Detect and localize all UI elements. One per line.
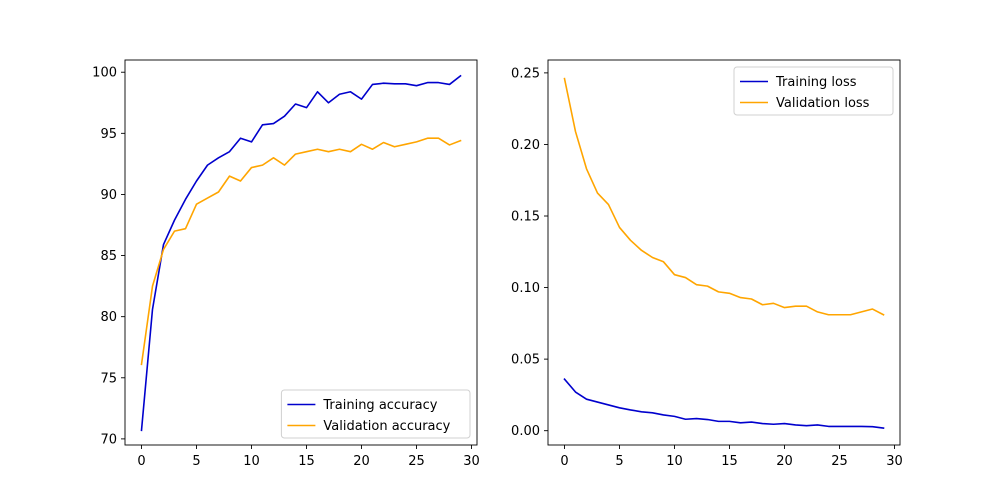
accuracy-x-tick-label: 30 <box>463 454 480 469</box>
accuracy-x-tick-label: 5 <box>192 454 200 469</box>
loss-series-layer <box>563 77 885 430</box>
loss-y-tick-label: 0.00 <box>511 424 540 439</box>
accuracy-y-tick-label: 95 <box>100 127 117 142</box>
loss-legend-box <box>733 66 894 116</box>
loss-legend-label-training: Training loss <box>775 75 857 90</box>
accuracy-series-line-validation <box>140 137 462 366</box>
loss-y-tick-label: 0.15 <box>511 210 540 225</box>
accuracy-y-tick-label: 75 <box>100 371 117 386</box>
accuracy-y-tick-label: 70 <box>100 432 117 447</box>
loss-x-tick-label: 5 <box>615 454 623 469</box>
loss-y-tick-label: 0.10 <box>511 281 540 296</box>
accuracy-x-tick-label: 10 <box>243 454 260 469</box>
accuracy-x-tick-label: 15 <box>298 454 315 469</box>
accuracy-y-tick-label: 100 <box>92 66 117 81</box>
accuracy-x-tick-label: 0 <box>137 454 145 469</box>
accuracy-y-tick-label: 90 <box>100 188 117 203</box>
accuracy-series-layer <box>140 74 462 432</box>
loss-y-tick-label: 0.05 <box>511 353 540 368</box>
accuracy-y-tick-label: 80 <box>100 310 117 325</box>
loss-x-tick-label: 25 <box>831 454 848 469</box>
accuracy-series-line-training <box>140 74 462 432</box>
accuracy-y-tick-label: 85 <box>100 249 117 264</box>
accuracy-chart: 0 5 10 15 20 25 30 70 75 80 85 90 95 100 Training acc… <box>92 59 480 469</box>
loss-x-tick-label: 20 <box>776 454 793 469</box>
accuracy-legend: Training accuracy Validation accuracy <box>280 389 471 439</box>
loss-x-tick-label: 15 <box>721 454 738 469</box>
loss-x-tick-label: 10 <box>666 454 683 469</box>
accuracy-legend-label-validation: Validation accuracy <box>323 419 450 434</box>
loss-x-tick-label: 0 <box>560 454 568 469</box>
accuracy-x-tick-label: 25 <box>408 454 425 469</box>
loss-chart: 0 5 10 15 20 25 30 0.00 0.05 0.10 0.15 0.20 0.25 Tra… <box>511 59 903 469</box>
loss-x-tick-label: 30 <box>886 454 903 469</box>
loss-series-line-training <box>563 378 885 430</box>
loss-axes-frame <box>547 59 901 446</box>
accuracy-legend-label-training: Training accuracy <box>322 398 437 413</box>
accuracy-x-tick-label: 20 <box>353 454 370 469</box>
loss-series-line-validation <box>563 77 885 316</box>
accuracy-legend-box <box>280 389 471 439</box>
loss-legend: Training loss Validation loss <box>733 66 894 116</box>
loss-legend-label-validation: Validation loss <box>776 96 870 111</box>
loss-y-tick-label: 0.20 <box>511 138 540 153</box>
accuracy-axes-frame <box>124 59 478 446</box>
accuracy-axes: 0 5 10 15 20 25 30 70 75 80 85 90 95 100 <box>92 59 480 469</box>
loss-y-tick-label: 0.25 <box>511 66 540 81</box>
loss-axes: 0 5 10 15 20 25 30 0.00 0.05 0.10 0.15 0.20 0.25 <box>511 59 903 469</box>
